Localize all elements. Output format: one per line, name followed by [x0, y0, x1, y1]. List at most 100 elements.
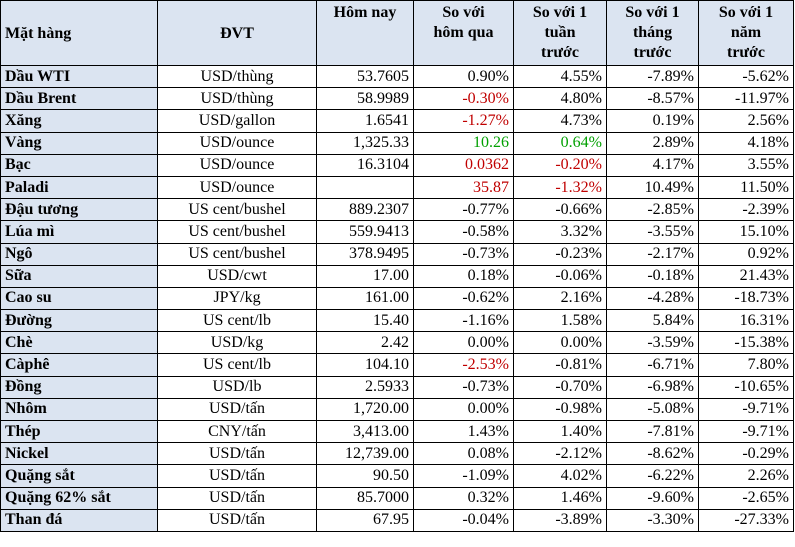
unit-cell: USD/tấn: [157, 397, 317, 422]
vs-month-cell: -9.60%: [606, 486, 699, 510]
today-price-cell: 559.9413: [316, 220, 414, 244]
item-name-cell: Vàng: [0, 131, 158, 155]
vs-week-cell: -0.70%: [513, 375, 607, 399]
header-line: tuần: [544, 24, 576, 41]
table-row: Ngô US cent/bushel 378.9495 -0.73% -0.23% -2.…: [0, 242, 794, 266]
item-name-cell: Lúa mì: [0, 220, 158, 244]
unit-cell: US cent/lb: [157, 353, 317, 377]
unit-cell: US cent/bushel: [157, 220, 317, 244]
unit-cell: USD/ounce: [157, 131, 317, 155]
table-row: Nhôm USD/tấn 1,720.00 0.00% -0.98% -5.08% -9.7…: [0, 397, 794, 422]
unit-cell: USD/thùng: [157, 64, 317, 89]
today-price-cell: 15.40: [316, 309, 414, 333]
vs-yesterday-cell: 0.32%: [413, 486, 514, 510]
today-price-cell: 1,325.33: [316, 131, 414, 155]
header-line: So với: [442, 4, 485, 21]
table-row: Đường US cent/lb 15.40 -1.16% 1.58% 5.84% 16.3…: [0, 309, 794, 333]
vs-week-cell: -0.66%: [513, 198, 607, 222]
vs-year-cell: 15.10%: [698, 220, 794, 244]
vs-year-cell: 7.80%: [698, 353, 794, 377]
vs-yesterday-cell: 35.87: [413, 175, 514, 200]
header-vs-year: So với 1 năm trước: [698, 0, 794, 66]
table-row: Thép CNY/tấn 3,413.00 1.43% 1.40% -7.81% -9.71…: [0, 419, 794, 444]
vs-week-cell: -2.12%: [513, 442, 607, 466]
vs-year-cell: -10.65%: [698, 375, 794, 399]
header-today: Hôm nay: [316, 0, 414, 66]
item-name-cell: Đường: [0, 309, 158, 333]
vs-yesterday-cell: 0.18%: [413, 264, 514, 288]
today-price-cell: 2.42: [316, 331, 414, 355]
header-vs-week: So với 1 tuần trước: [513, 0, 607, 66]
vs-yesterday-cell: 0.00%: [413, 331, 514, 355]
vs-yesterday-cell: 10.26: [413, 131, 514, 155]
table-row: Chè USD/kg 2.42 0.00% 0.00% -3.59% -15.38%: [0, 331, 794, 355]
vs-year-cell: 2.56%: [698, 109, 794, 133]
today-price-cell: 378.9495: [316, 242, 414, 266]
item-name-cell: Sữa: [0, 264, 158, 288]
vs-week-cell: -0.98%: [513, 397, 607, 422]
unit-cell: USD/tấn: [157, 508, 317, 532]
item-name-cell: Nhôm: [0, 397, 158, 422]
header-line: trước: [727, 44, 765, 61]
today-price-cell: 67.95: [316, 508, 414, 532]
today-price-cell: 889.2307: [316, 198, 414, 222]
vs-week-cell: 3.32%: [513, 220, 607, 244]
table-row: Cao su JPY/kg 161.00 -0.62% 2.16% -4.28% -18.7…: [0, 286, 794, 311]
item-name-cell: Ngô: [0, 242, 158, 266]
table-row: Dầu WTI USD/thùng 53.7605 0.90% 4.55% -7.89% -…: [0, 64, 794, 89]
table-row: Càphê US cent/lb 104.10 -2.53% -0.81% -6.71% 7…: [0, 353, 794, 377]
vs-yesterday-cell: -0.77%: [413, 198, 514, 222]
vs-yesterday-cell: 1.43%: [413, 419, 514, 444]
today-price-cell: 1.6541: [316, 109, 414, 133]
vs-month-cell: -2.17%: [606, 242, 699, 266]
vs-yesterday-cell: -1.09%: [413, 464, 514, 488]
item-name-cell: Càphê: [0, 353, 158, 377]
vs-week-cell: -1.32%: [513, 175, 607, 200]
vs-month-cell: 2.89%: [606, 131, 699, 155]
vs-month-cell: 0.19%: [606, 109, 699, 133]
vs-year-cell: -2.39%: [698, 198, 794, 222]
vs-week-cell: 1.58%: [513, 309, 607, 333]
table-row: Dầu Brent USD/thùng 58.9989 -0.30% 4.80% -8.5…: [0, 87, 794, 111]
vs-month-cell: -5.08%: [606, 397, 699, 422]
vs-month-cell: -6.71%: [606, 353, 699, 377]
vs-week-cell: 4.02%: [513, 464, 607, 488]
vs-yesterday-cell: -0.30%: [413, 87, 514, 111]
table-body: Dầu WTI USD/thùng 53.7605 0.90% 4.55% -7.89% -…: [0, 64, 794, 532]
vs-month-cell: 5.84%: [606, 309, 699, 333]
vs-year-cell: -18.73%: [698, 286, 794, 311]
vs-year-cell: -2.65%: [698, 486, 794, 510]
item-name-cell: Dầu WTI: [0, 64, 158, 89]
vs-year-cell: 2.26%: [698, 464, 794, 488]
vs-month-cell: -3.55%: [606, 220, 699, 244]
vs-month-cell: -6.22%: [606, 464, 699, 488]
item-name-cell: Xăng: [0, 109, 158, 133]
vs-year-cell: -0.29%: [698, 442, 794, 466]
vs-year-cell: -11.97%: [698, 87, 794, 111]
table-header: Mặt hàng ĐVT Hôm nay So với hôm qua So v…: [0, 0, 794, 66]
unit-cell: JPY/kg: [157, 286, 317, 311]
vs-year-cell: 0.92%: [698, 242, 794, 266]
today-price-cell: 53.7605: [316, 64, 414, 89]
vs-month-cell: -7.89%: [606, 64, 699, 89]
item-name-cell: Đồng: [0, 375, 158, 399]
vs-week-cell: 2.16%: [513, 286, 607, 311]
item-name-cell: Nickel: [0, 442, 158, 466]
table-row: Xăng USD/gallon 1.6541 -1.27% 4.73% 0.19% 2.56…: [0, 109, 794, 133]
item-name-cell: Cao su: [0, 286, 158, 311]
unit-cell: USD/tấn: [157, 442, 317, 466]
vs-yesterday-cell: -0.62%: [413, 286, 514, 311]
vs-month-cell: -8.57%: [606, 87, 699, 111]
table-row: Đồng USD/lb 2.5933 -0.73% -0.70% -6.98% -10.65…: [0, 375, 794, 399]
vs-year-cell: -27.33%: [698, 508, 794, 532]
header-line: năm: [730, 24, 762, 41]
vs-year-cell: 11.50%: [698, 175, 794, 200]
unit-cell: US cent/bushel: [157, 198, 317, 222]
vs-year-cell: -5.62%: [698, 64, 794, 89]
vs-week-cell: -3.89%: [513, 508, 607, 532]
vs-week-cell: 4.80%: [513, 87, 607, 111]
header-line: So với 1: [625, 4, 680, 21]
unit-cell: US cent/lb: [157, 309, 317, 333]
vs-week-cell: -0.20%: [513, 153, 607, 177]
vs-yesterday-cell: 0.90%: [413, 64, 514, 89]
